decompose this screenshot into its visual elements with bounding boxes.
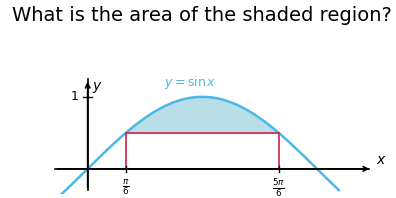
Text: $y = \sin x$: $y = \sin x$: [164, 74, 217, 91]
Text: x: x: [376, 153, 384, 167]
Text: y: y: [92, 79, 100, 93]
Text: What is the area of the shaded region?: What is the area of the shaded region?: [12, 6, 392, 25]
Text: $\frac{\pi}{6}$: $\frac{\pi}{6}$: [122, 177, 129, 197]
Text: 1: 1: [71, 90, 79, 103]
Text: $\frac{5\pi}{6}$: $\frac{5\pi}{6}$: [272, 177, 285, 198]
